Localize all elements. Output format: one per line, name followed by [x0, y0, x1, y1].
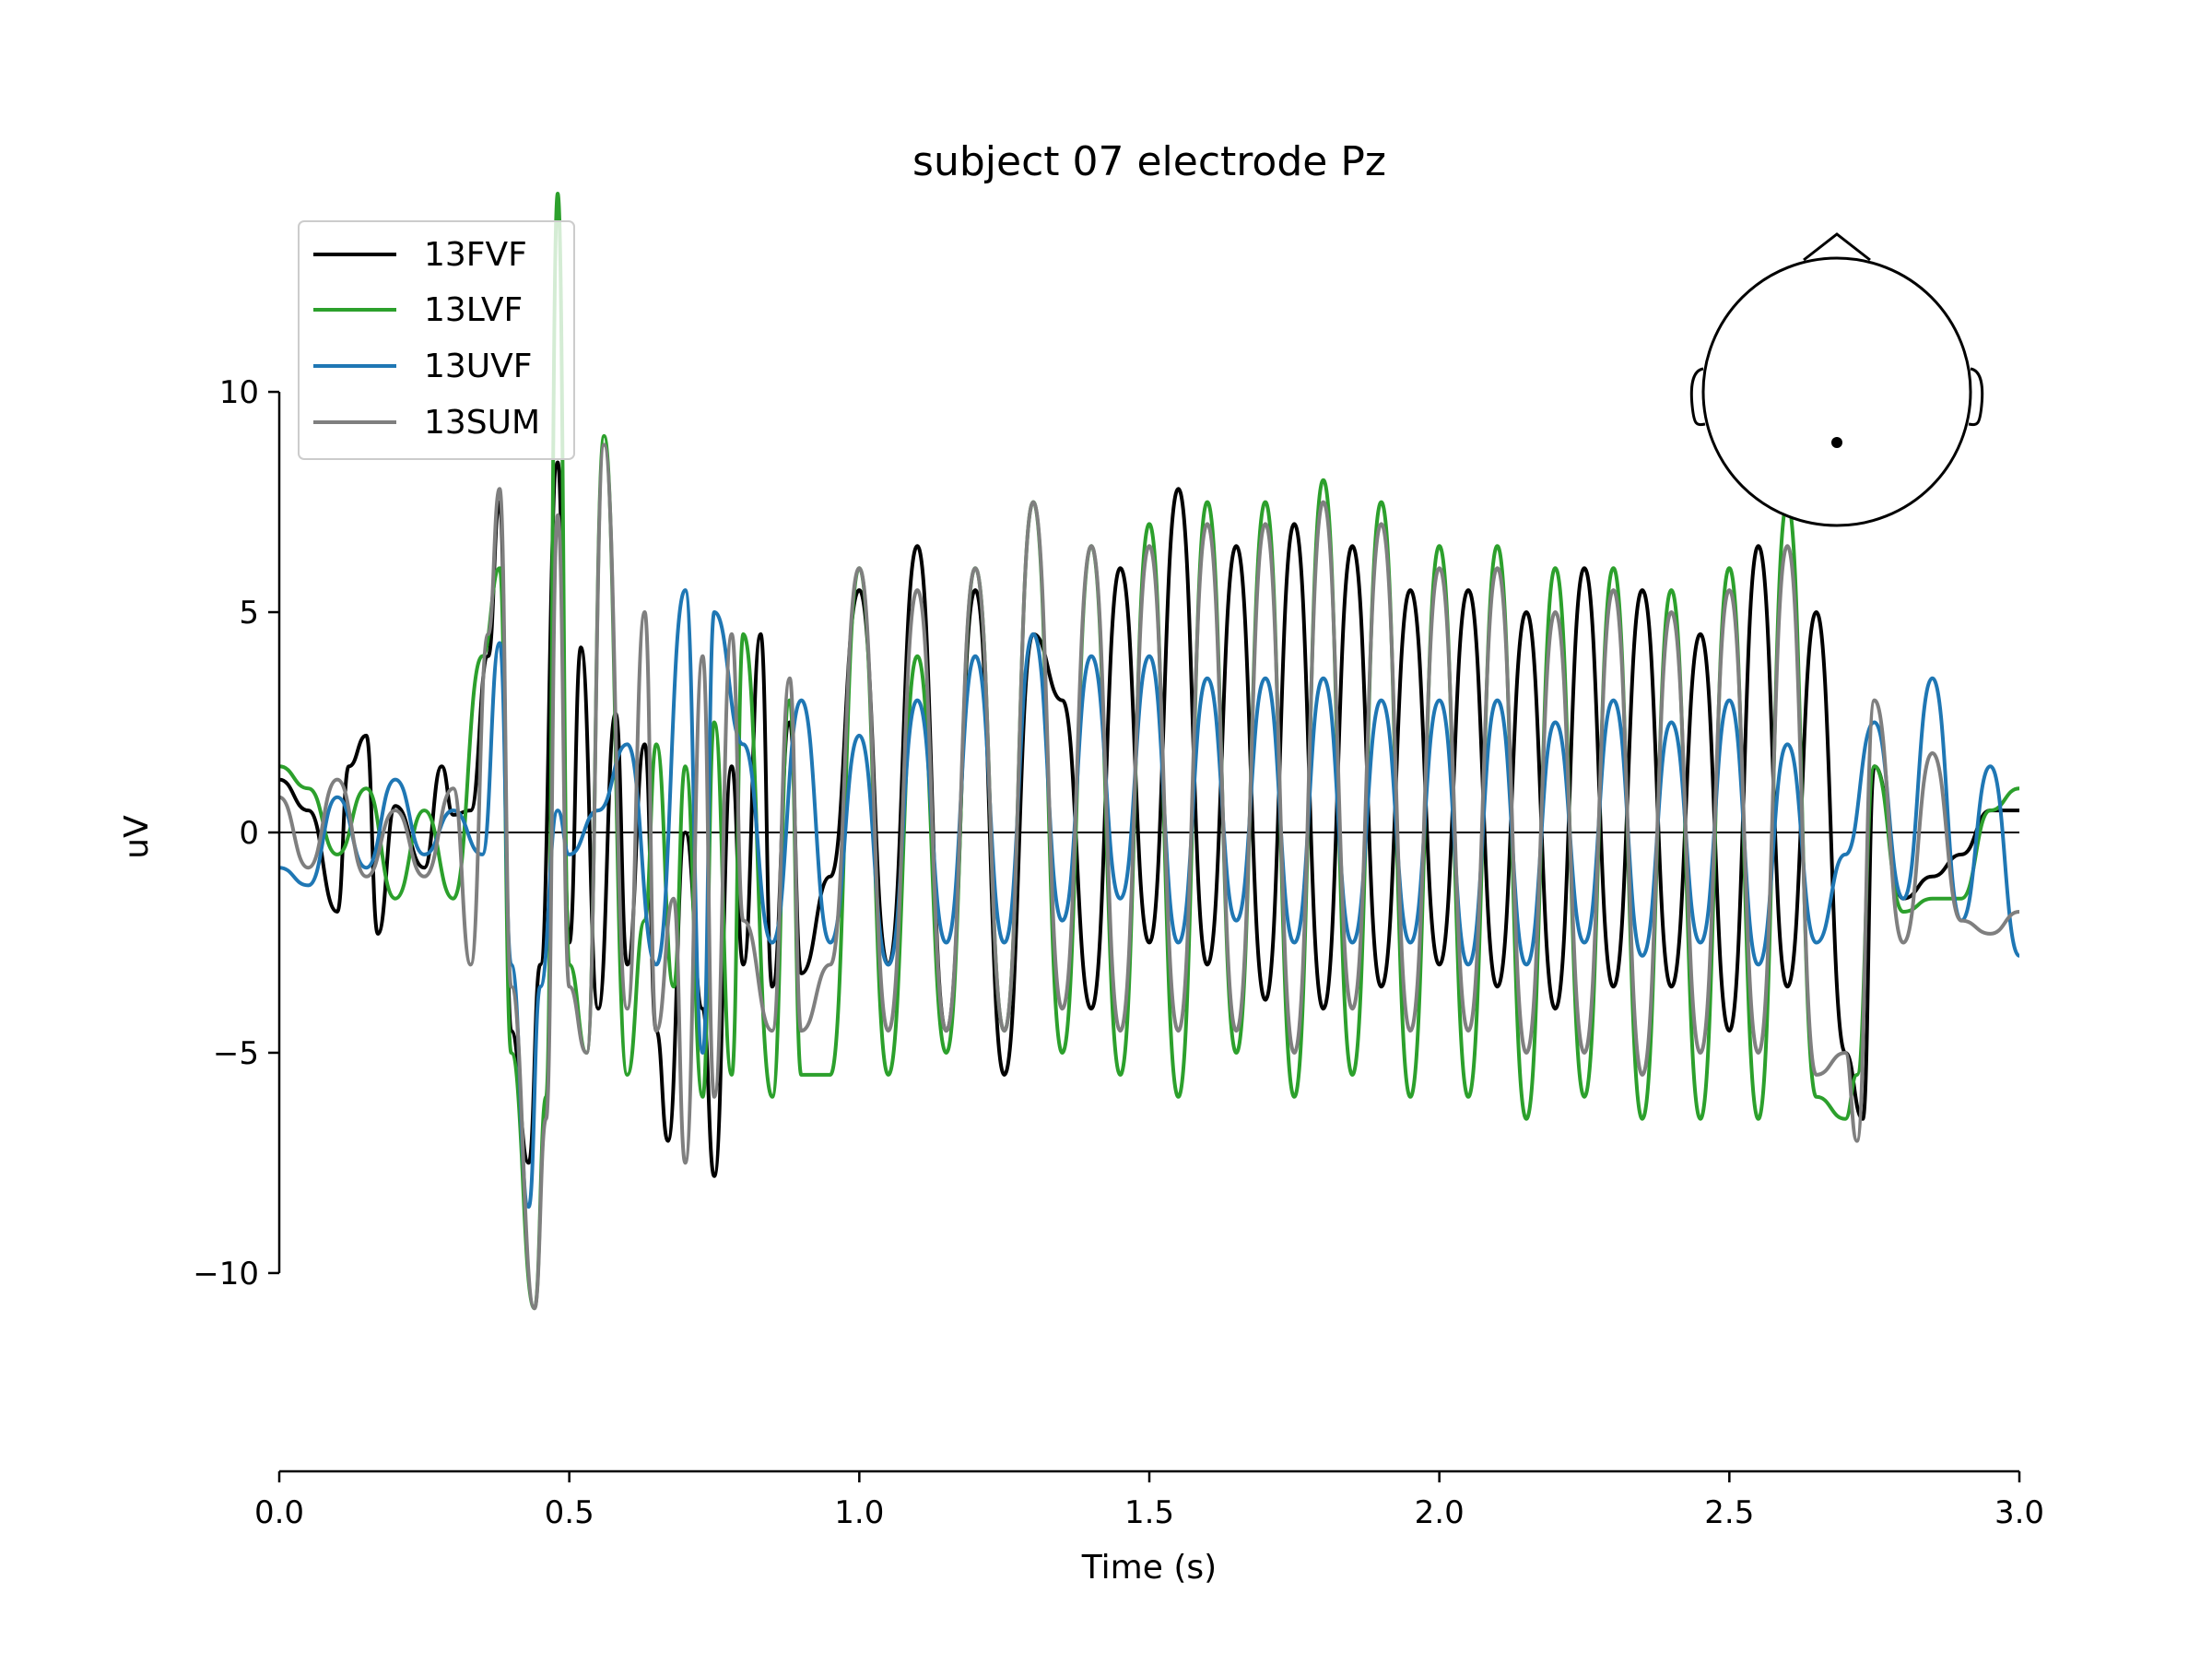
chart-title: subject 07 electrode Pz [912, 138, 1386, 185]
legend-box [298, 220, 575, 460]
y-tick-label: 0 [239, 815, 259, 852]
axes: 10 5 0 −5 −10 0.0 0.5 1.0 1.5 2.0 2.5 3.0 [193, 374, 2044, 1531]
legend-label-1: 13LVF [424, 291, 523, 329]
y-tick-label: 5 [239, 595, 259, 631]
sensor-head-icon [1689, 232, 1984, 527]
legend-label-3: 13SUM [424, 404, 540, 442]
y-tick-label: 10 [219, 374, 259, 411]
x-tick-label: 1.0 [834, 1494, 884, 1531]
y-tick-label: −5 [213, 1035, 259, 1072]
legend-label-0: 13FVF [424, 236, 527, 274]
series-line-13UVF [278, 588, 2021, 1210]
x-tick-label: 3.0 [1994, 1494, 2044, 1531]
x-tick-label: 2.0 [1415, 1494, 1465, 1531]
series-line-13SUM [278, 443, 2020, 1311]
plot-area [278, 192, 2021, 1311]
right-ear-shape [1968, 367, 1984, 427]
series-line-13FVF [278, 460, 2019, 1178]
y-tick-label: −10 [193, 1256, 259, 1292]
left-ear-shape [1689, 367, 1706, 427]
y-axis-label: uV [118, 815, 156, 859]
x-axis-label: Time (s) [1081, 1549, 1217, 1587]
legend-label-2: 13UVF [424, 348, 533, 385]
head-outline [1701, 256, 1972, 527]
x-tick-label: 2.5 [1704, 1494, 1754, 1531]
x-tick-label: 0.0 [254, 1494, 304, 1531]
x-tick-label: 1.5 [1124, 1494, 1174, 1531]
nose-shape [1803, 232, 1871, 262]
legend: 13FVF 13LVF 13UVF 13SUM [298, 220, 575, 460]
electrode-pz-marker [1831, 437, 1842, 448]
x-tick-label: 0.5 [545, 1494, 594, 1531]
